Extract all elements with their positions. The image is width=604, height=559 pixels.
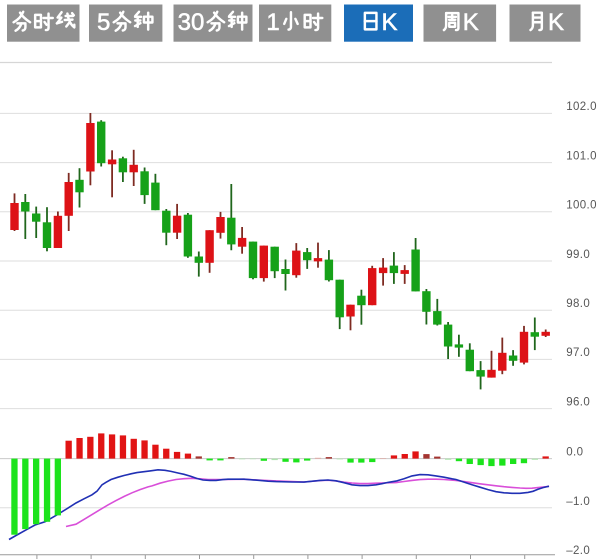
svg-text:99.0: 99.0	[566, 249, 590, 261]
svg-text:0.0: 0.0	[566, 447, 583, 459]
svg-text:101.0: 101.0	[566, 150, 597, 162]
svg-text:96.0: 96.0	[566, 396, 590, 408]
svg-text:100.0: 100.0	[566, 200, 597, 212]
svg-text:K: K	[548, 9, 564, 36]
svg-text:98.0: 98.0	[566, 298, 590, 310]
svg-text:102.0: 102.0	[566, 101, 597, 113]
svg-text:0: 0	[191, 9, 204, 36]
svg-text:1: 1	[266, 9, 279, 36]
svg-text:97.0: 97.0	[566, 347, 590, 359]
svg-text:–2.0: –2.0	[566, 545, 590, 557]
svg-text:5: 5	[97, 9, 110, 36]
svg-text:3: 3	[178, 9, 191, 36]
svg-text:K: K	[463, 9, 479, 36]
svg-text:K: K	[381, 9, 397, 36]
svg-text:–1.0: –1.0	[566, 496, 590, 508]
